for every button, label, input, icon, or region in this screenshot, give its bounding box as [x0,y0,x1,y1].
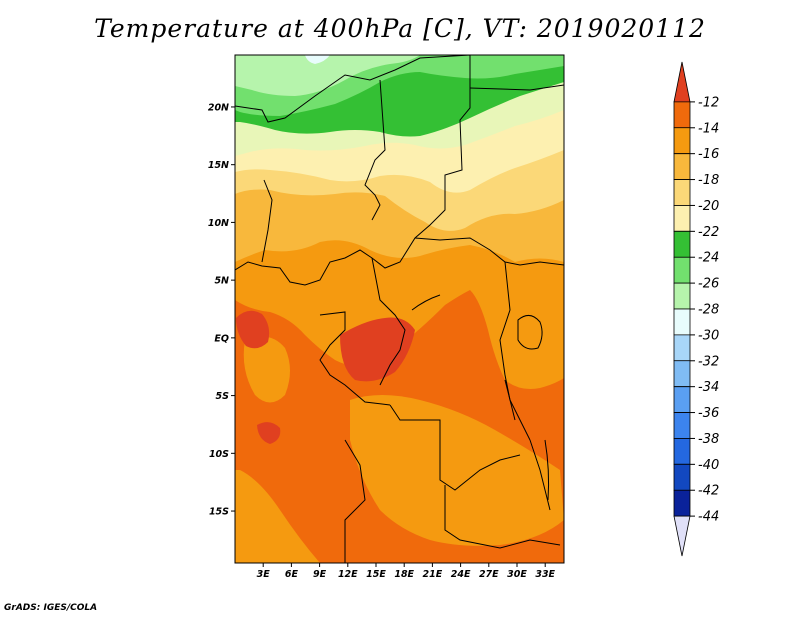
colorbar-label: -14 [698,121,719,136]
colorbar-swatch [673,334,691,362]
colorbar-label: -42 [698,484,719,499]
colorbar-swatch [673,463,691,491]
lon-label: 30E [507,569,527,580]
colorbar-label: -36 [698,406,719,421]
lake-malawi [544,439,550,501]
lat-label: 5N [214,276,229,287]
colorbar-label: -44 [698,510,719,525]
map-frame [234,54,565,564]
border-sudan-south [414,237,564,266]
lake-tanganyika [504,379,516,421]
field-patch-m12-sw [257,422,281,444]
lake-victoria [517,315,543,350]
river-congo [411,294,441,311]
colorbar-swatch [673,515,691,557]
border-malawi [529,439,551,511]
colorbar-label: -38 [698,432,719,447]
colorbar-swatch [673,386,691,413]
colorbar-swatch [673,230,691,258]
border-zambia [444,485,561,549]
field-patch-m12-west [236,310,270,349]
field-band-m28 [235,55,420,96]
colorbar-label: -40 [698,458,719,473]
colorbar-swatch [673,360,691,388]
colorbar-swatch [673,205,691,232]
lat-label: 10N [208,218,229,229]
lon-label: 33E [535,569,555,580]
colorbar-swatch [673,282,691,310]
field-patch-c [235,470,320,563]
field-band-m30 [305,55,330,64]
longitude-axis: 3E 6E 9E 12E 15E 18E 21E 24E 27E 30E 33E [257,563,556,580]
lat-label: 15N [208,160,229,171]
lon-label: 18E [394,569,414,580]
colorbar-swatch [673,489,691,517]
colorbar: -12 -14 -16 -18 -20 -22 -24 -26 -28 -30 -32 -34 -36 -… [673,61,719,557]
credit-label: GrADS: IGES/COLA [4,603,98,613]
colorbar-label: -34 [698,380,719,395]
lon-label: 6E [285,569,299,580]
colorbar-swatch [673,308,691,336]
colorbar-label: -12 [698,95,719,110]
colorbar-label: -16 [698,147,719,162]
field-patch-a [243,336,290,403]
colorbar-swatch [673,179,691,206]
lon-label: 3E [257,569,271,580]
colorbar-swatch [673,412,691,439]
colorbar-label: -24 [698,251,719,266]
lat-label: 15S [209,507,229,518]
lon-label: 24E [451,569,471,580]
country-borders [235,55,564,563]
border-niger-chad [364,79,386,221]
colorbar-label: -30 [698,328,719,343]
lon-label: 12E [338,569,358,580]
border-angola-drc [389,404,521,491]
border-egypt-sudan [469,84,564,91]
colorbar-swatch [673,256,691,284]
colorbar-label: -22 [698,225,719,240]
lat-label: EQ [214,333,229,344]
lon-label: 21E [423,569,443,580]
border-nigeria-west [261,179,273,263]
colorbar-label: -32 [698,354,719,369]
field-patch-m12-central [340,317,415,382]
lon-label: 9E [313,569,327,580]
lon-label: 15E [366,569,386,580]
border-car-congo [371,257,406,386]
latitude-axis: 20N 15N 10N 5N EQ 5S 10S 15S [208,102,235,518]
colorbar-label: -26 [698,277,719,292]
border-angola-namibia [344,439,366,563]
border-sahel [235,55,471,286]
lakes [411,294,550,501]
border-east-lakes [499,261,531,441]
colorbar-swatch [673,101,691,129]
temperature-field [235,55,564,563]
colorbar-label: -20 [698,199,719,214]
colorbar-swatch [673,153,691,180]
lat-label: 10S [209,449,229,460]
chart-title: Temperature at 400hPa [C], VT: 201902011… [94,14,706,43]
colorbar-swatch [673,438,691,465]
lat-label: 5S [216,391,230,402]
border-congo-west [319,311,391,406]
colorbar-swatch [673,127,691,155]
lat-label: 20N [208,102,229,113]
colorbar-label: -28 [698,303,719,318]
lon-label: 27E [479,569,499,580]
field-patch-b [350,395,564,546]
colorbar-label: -18 [698,173,719,188]
colorbar-swatch [673,61,691,103]
